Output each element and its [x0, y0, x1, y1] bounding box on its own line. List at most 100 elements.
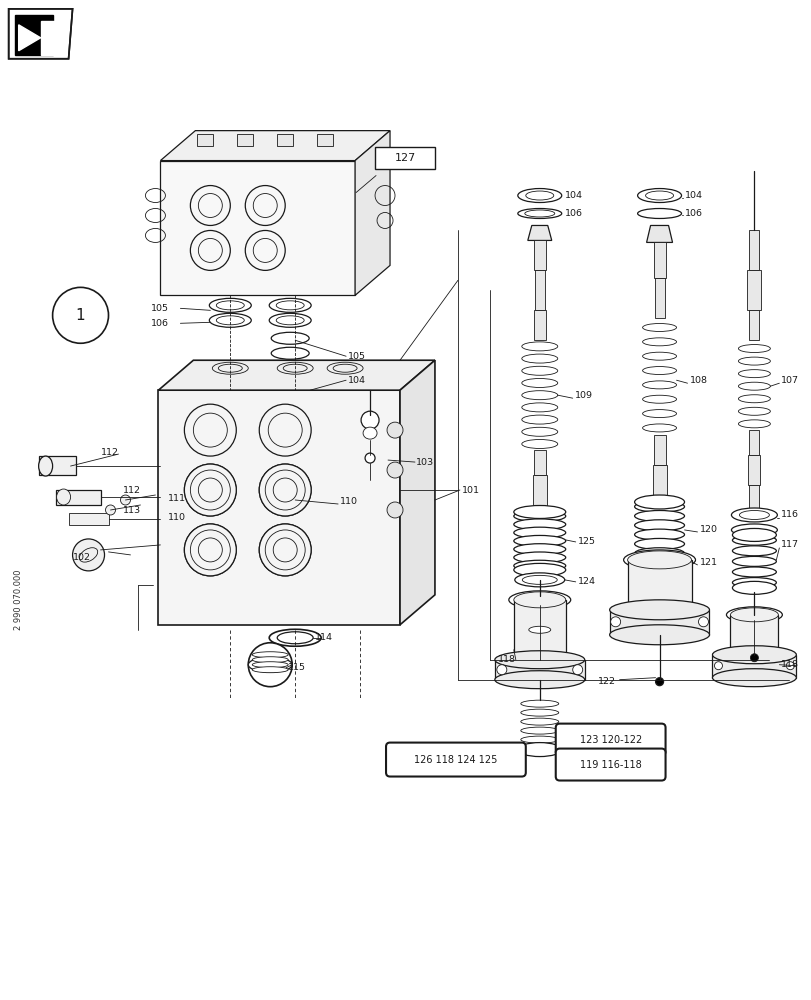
Ellipse shape: [248, 657, 292, 672]
Ellipse shape: [732, 556, 775, 566]
Circle shape: [245, 186, 285, 225]
Ellipse shape: [711, 646, 796, 664]
Ellipse shape: [513, 560, 565, 571]
Ellipse shape: [513, 511, 565, 522]
Ellipse shape: [269, 313, 311, 327]
Circle shape: [105, 505, 115, 515]
Polygon shape: [158, 390, 400, 625]
Text: 118: 118: [497, 655, 515, 664]
Polygon shape: [68, 513, 109, 525]
Text: 124: 124: [577, 577, 595, 586]
Circle shape: [193, 533, 227, 567]
Ellipse shape: [711, 669, 796, 687]
Text: 104: 104: [684, 191, 702, 200]
Ellipse shape: [521, 439, 557, 448]
Ellipse shape: [513, 535, 565, 546]
Polygon shape: [161, 161, 354, 295]
Bar: [533, 450, 545, 475]
Ellipse shape: [737, 370, 770, 378]
Polygon shape: [646, 225, 672, 242]
Circle shape: [198, 238, 222, 262]
Ellipse shape: [276, 301, 304, 310]
Ellipse shape: [731, 524, 776, 536]
Ellipse shape: [276, 316, 304, 325]
Ellipse shape: [521, 342, 557, 351]
Circle shape: [259, 524, 311, 576]
Ellipse shape: [524, 210, 554, 217]
Ellipse shape: [627, 601, 691, 619]
Text: 121: 121: [698, 558, 717, 567]
Ellipse shape: [730, 648, 778, 662]
Ellipse shape: [513, 652, 565, 668]
Bar: [237, 134, 253, 146]
Ellipse shape: [737, 345, 770, 353]
Bar: [749, 310, 758, 340]
Circle shape: [193, 473, 227, 507]
Ellipse shape: [514, 573, 564, 587]
Bar: [375, 147, 435, 169]
FancyBboxPatch shape: [555, 749, 665, 781]
Text: 106: 106: [684, 209, 702, 218]
Ellipse shape: [520, 700, 558, 707]
Circle shape: [120, 495, 131, 505]
Circle shape: [198, 478, 222, 502]
Circle shape: [265, 470, 305, 510]
Circle shape: [53, 287, 109, 343]
Bar: [513, 600, 565, 660]
Circle shape: [572, 665, 582, 675]
Circle shape: [72, 539, 105, 571]
Ellipse shape: [271, 332, 309, 344]
Ellipse shape: [737, 357, 770, 365]
Circle shape: [184, 464, 236, 516]
Ellipse shape: [513, 527, 565, 538]
Text: 119 116-118: 119 116-118: [579, 760, 641, 770]
Ellipse shape: [333, 364, 357, 372]
Bar: [730, 615, 778, 655]
Text: 106: 106: [564, 209, 582, 218]
Ellipse shape: [634, 538, 684, 549]
Text: 111: 111: [168, 494, 187, 503]
Text: 109: 109: [574, 391, 592, 400]
Ellipse shape: [732, 581, 775, 594]
Text: 104: 104: [564, 191, 582, 200]
Ellipse shape: [634, 510, 684, 521]
Text: 106: 106: [150, 319, 168, 328]
Ellipse shape: [494, 671, 584, 689]
Text: 108: 108: [689, 376, 706, 385]
Circle shape: [184, 404, 236, 456]
Ellipse shape: [642, 367, 676, 375]
Ellipse shape: [627, 551, 691, 569]
Ellipse shape: [283, 364, 307, 372]
Text: 112: 112: [122, 486, 140, 495]
Ellipse shape: [731, 508, 776, 522]
Circle shape: [265, 530, 305, 570]
Circle shape: [259, 524, 311, 576]
Ellipse shape: [637, 189, 680, 203]
Ellipse shape: [526, 191, 553, 200]
Ellipse shape: [642, 338, 676, 346]
Bar: [627, 560, 691, 610]
Circle shape: [190, 470, 230, 510]
Bar: [533, 310, 545, 340]
Ellipse shape: [216, 301, 244, 310]
Text: 105: 105: [150, 304, 168, 313]
Polygon shape: [41, 21, 58, 55]
Ellipse shape: [609, 625, 709, 645]
Text: 110: 110: [340, 497, 358, 506]
Circle shape: [198, 538, 222, 562]
Text: 102: 102: [72, 553, 91, 562]
Bar: [534, 270, 544, 310]
Bar: [197, 134, 213, 146]
Ellipse shape: [327, 362, 363, 374]
Ellipse shape: [218, 364, 242, 372]
Circle shape: [272, 538, 297, 562]
Text: 117: 117: [780, 540, 798, 549]
Text: 123 120-122: 123 120-122: [579, 735, 641, 745]
Text: 107: 107: [780, 376, 798, 385]
Circle shape: [248, 643, 292, 687]
Bar: [533, 240, 545, 270]
Ellipse shape: [209, 313, 251, 327]
Ellipse shape: [634, 501, 684, 512]
Bar: [317, 134, 333, 146]
Polygon shape: [400, 360, 435, 625]
